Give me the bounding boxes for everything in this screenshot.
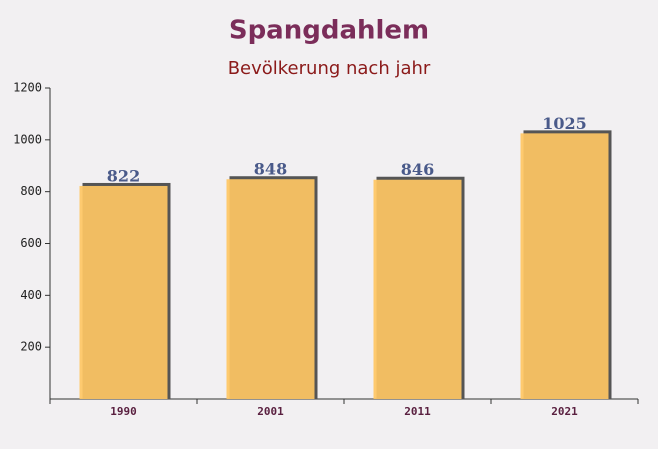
value-label: 1025: [542, 114, 587, 133]
bar: [520, 133, 609, 399]
y-tick-label: 400: [20, 288, 42, 302]
x-tick-label: 2001: [257, 405, 284, 418]
value-label: 846: [401, 160, 434, 179]
y-tick-label: 800: [20, 184, 42, 198]
bar: [79, 185, 168, 399]
x-tick-label: 2021: [551, 405, 578, 418]
y-tick-label: 1000: [13, 132, 42, 146]
y-tick-label: 600: [20, 236, 42, 250]
chart-title: Spangdahlem: [229, 16, 429, 46]
y-tick-label: 200: [20, 340, 42, 354]
x-tick-label: 2011: [404, 405, 431, 418]
bar: [373, 179, 462, 399]
x-tick-label: 1990: [110, 405, 137, 418]
bar: [226, 179, 315, 399]
y-tick-label: 1200: [13, 81, 42, 95]
chart-subtitle: Bevölkerung nach jahr: [228, 58, 431, 79]
value-label: 822: [107, 166, 140, 185]
value-label: 848: [254, 160, 287, 179]
